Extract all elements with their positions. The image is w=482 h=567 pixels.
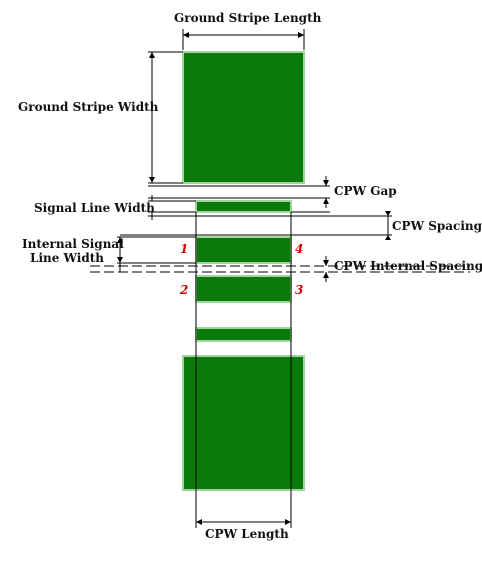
- bottom-signal-line: [195, 327, 292, 342]
- top-ground-stripe: [182, 51, 305, 184]
- cpw-internal-spacing-label: CPW Internal Spacing: [334, 259, 482, 273]
- internal-signal-line-width-label-line1: Internal Signal: [22, 237, 124, 251]
- cpw-spacing-label: CPW Spacing: [392, 219, 482, 233]
- internal-signal-line-upper: [195, 236, 292, 264]
- port-3-label: 3: [295, 283, 303, 297]
- cpw-length-label: CPW Length: [205, 527, 289, 541]
- ground-stripe-width-label: Ground Stripe Width: [18, 100, 159, 114]
- cpw-length-dimension: [195, 212, 292, 528]
- cpw-gap-label: CPW Gap: [334, 184, 397, 198]
- cpw-internal-spacing-dimension: [90, 256, 470, 282]
- internal-signal-line-lower: [195, 275, 292, 303]
- ground-stripe-length-dimension: [182, 29, 305, 50]
- top-signal-line: [195, 200, 292, 213]
- port-2-label: 2: [179, 283, 188, 297]
- cpw-gap-dimension: [148, 176, 330, 208]
- bottom-ground-stripe: [182, 355, 305, 491]
- signal-line-width-label: Signal Line Width: [34, 201, 155, 215]
- port-1-label: 1: [180, 242, 188, 256]
- cpw-spacing-dimension: [120, 211, 392, 240]
- port-4-label: 4: [295, 242, 303, 256]
- ground-stripe-length-label: Ground Stripe Length: [174, 11, 322, 25]
- internal-signal-line-width-label-line2: Line Width: [30, 251, 104, 265]
- signal-line-width-dimension: [148, 195, 330, 220]
- ground-stripe-width-dimension: [148, 51, 183, 184]
